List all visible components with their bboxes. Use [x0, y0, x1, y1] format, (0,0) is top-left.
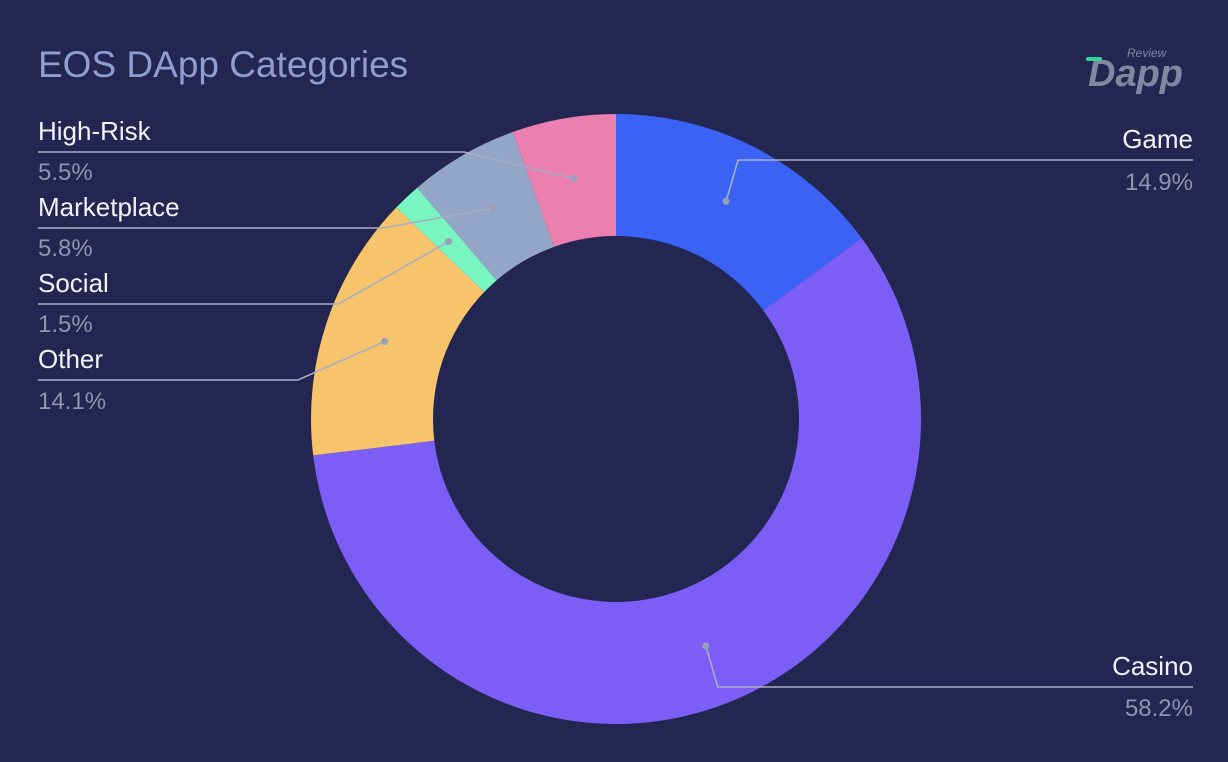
- leader-line-social: [38, 240, 449, 305]
- label-value-casino: 58.2%: [1125, 695, 1193, 722]
- label-value-other: 14.1%: [38, 388, 106, 415]
- logo-accent-mark: [1086, 57, 1102, 61]
- label-name-high-risk: High-Risk: [38, 116, 152, 146]
- leader-dot-casino: [702, 642, 710, 650]
- label-name-game: Game: [1122, 124, 1193, 154]
- label-name-other: Other: [38, 344, 103, 374]
- leader-dot-other: [381, 337, 389, 345]
- leader-line-game: [725, 159, 1193, 202]
- slice-marketplace: [417, 132, 555, 281]
- slice-high-risk: [512, 114, 616, 247]
- leader-line-marketplace: [38, 207, 494, 229]
- chart-title: EOS DApp Categories: [38, 44, 408, 85]
- donut-slices: [311, 114, 922, 725]
- leader-line-casino: [705, 645, 1193, 688]
- logo-superscript: Review: [1127, 46, 1168, 60]
- slice-game: [616, 114, 862, 311]
- slice-labels: Game 14.9% Casino 58.2% Other 14.1% Social 1.5%…: [38, 116, 1193, 722]
- slice-casino: [313, 238, 922, 725]
- leader-dot-game: [722, 197, 730, 205]
- leader-line-other: [38, 340, 385, 381]
- label-value-social: 1.5%: [38, 311, 93, 338]
- label-name-social: Social: [38, 268, 109, 298]
- leader-dot-high-risk: [570, 175, 578, 183]
- leader-dot-marketplace: [489, 204, 497, 212]
- label-name-marketplace: Marketplace: [38, 192, 180, 222]
- logo-wordmark: Dapp: [1088, 53, 1183, 95]
- slice-other: [311, 207, 485, 456]
- leader-lines: [38, 151, 1193, 688]
- label-name-casino: Casino: [1112, 651, 1193, 681]
- brand-logo: Review Dapp: [1086, 46, 1183, 95]
- leader-dot-social: [444, 238, 452, 246]
- label-value-high-risk: 5.5%: [38, 159, 93, 186]
- leader-line-high-risk: [38, 151, 575, 180]
- label-value-marketplace: 5.8%: [38, 235, 93, 262]
- label-value-game: 14.9%: [1125, 169, 1193, 196]
